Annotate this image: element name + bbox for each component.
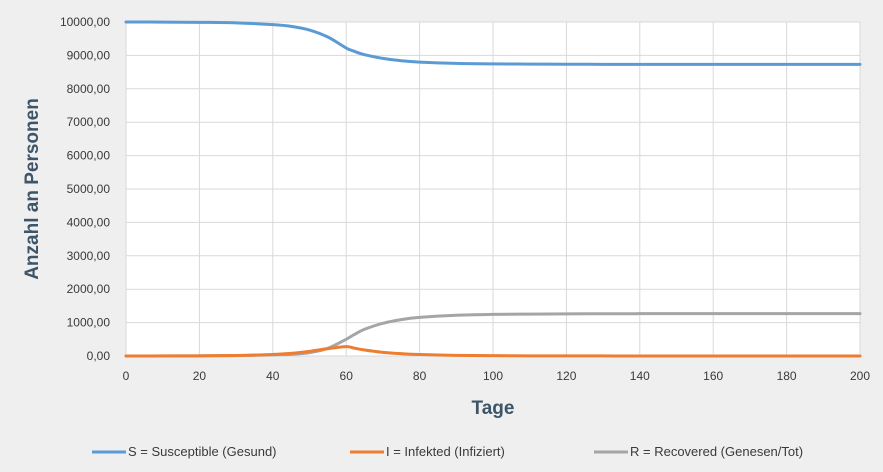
y-tick-label: 2000,00 — [67, 282, 111, 296]
x-tick-label: 0 — [123, 369, 130, 383]
y-tick-label: 6000,00 — [67, 149, 111, 163]
y-tick-labels: 0,00 1000,00 2000,00 3000,00 4000,00 5000,00 6… — [60, 15, 110, 363]
x-tick-label: 120 — [556, 369, 576, 383]
x-tick-label: 180 — [777, 369, 797, 383]
legend: S = Susceptible (Gesund) I = Infekted (In… — [92, 444, 803, 459]
x-tick-label: 160 — [703, 369, 723, 383]
x-tick-label: 20 — [193, 369, 207, 383]
legend-label-0: S = Susceptible (Gesund) — [128, 444, 277, 459]
y-tick-label: 10000,00 — [60, 15, 110, 29]
x-tick-label: 140 — [630, 369, 650, 383]
y-axis-title: Anzahl an Personen — [22, 98, 43, 280]
x-tick-label: 200 — [850, 369, 870, 383]
y-tick-label: 3000,00 — [67, 249, 111, 263]
series-line-1 — [124, 345, 862, 358]
x-axis-title: Tage — [472, 398, 515, 419]
x-tick-label: 40 — [266, 369, 280, 383]
y-tick-label: 5000,00 — [67, 182, 111, 196]
x-tick-labels: 0 20 40 60 80 100 120 140 160 180 200 — [123, 369, 871, 383]
y-tick-label: 4000,00 — [67, 215, 111, 229]
y-tick-label: 8000,00 — [67, 82, 111, 96]
legend-label-2: R = Recovered (Genesen/Tot) — [630, 444, 803, 459]
y-tick-label: 0,00 — [87, 349, 111, 363]
x-tick-label: 100 — [483, 369, 503, 383]
legend-label-1: I = Infekted (Infiziert) — [386, 444, 505, 459]
y-tick-label: 7000,00 — [67, 115, 111, 129]
series-line-0 — [124, 20, 862, 66]
series-lines — [124, 20, 862, 358]
x-tick-label: 80 — [413, 369, 427, 383]
y-tick-label: 9000,00 — [67, 48, 111, 62]
x-tick-label: 60 — [340, 369, 354, 383]
gridlines — [125, 21, 861, 357]
y-tick-label: 1000,00 — [67, 316, 111, 330]
